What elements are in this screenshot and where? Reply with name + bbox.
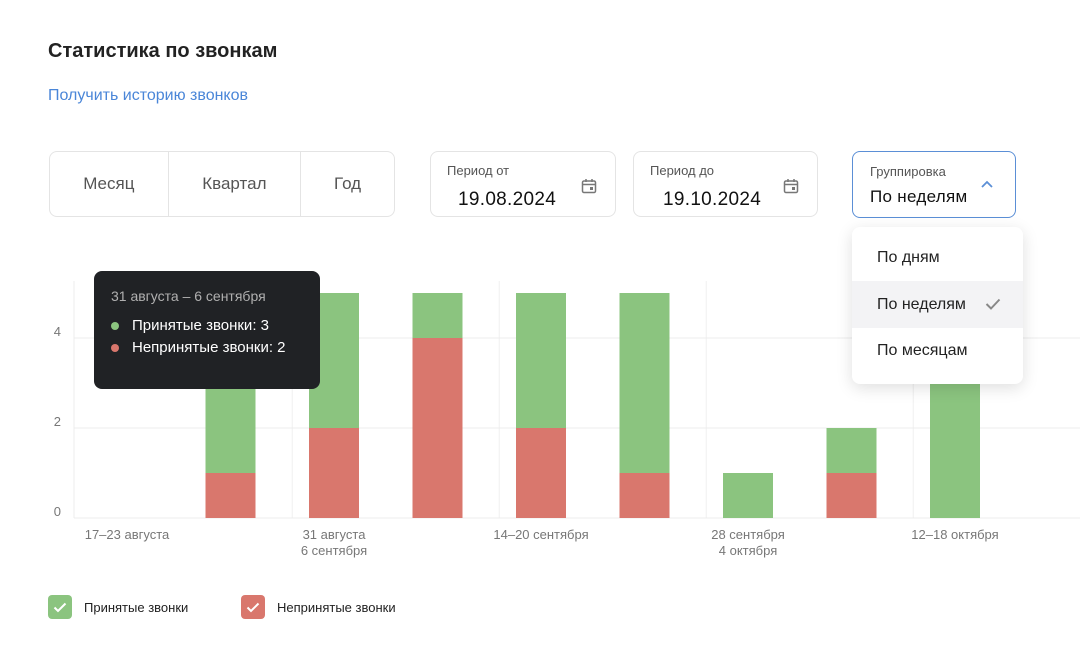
calendar-icon[interactable] (783, 178, 799, 194)
tooltip-row-missed: Непринятые звонки: 2 (111, 339, 286, 356)
x-tick-label: 28 сентября (711, 527, 785, 542)
period-segmented-control: Месяц Квартал Год (49, 151, 395, 217)
grouping-label: Группировка (870, 164, 946, 179)
period-from-value: 19.08.2024 (458, 189, 557, 210)
chevron-up-icon[interactable] (981, 180, 993, 188)
checkbox-checked-icon[interactable] (241, 595, 265, 619)
period-to-label: Период до (650, 163, 715, 178)
grouping-value: По неделям (870, 187, 968, 206)
x-tick-label: 12–18 октября (911, 527, 998, 542)
grouping-option-days[interactable]: По дням (877, 248, 940, 266)
x-tick-label: 6 сентября (301, 543, 367, 558)
x-tick-label: 14–20 сентября (493, 527, 588, 542)
bar-segment-missed (826, 473, 877, 518)
period-month-button[interactable]: Месяц (50, 152, 169, 216)
bar-segment-missed (309, 428, 359, 518)
bar-segment-accepted (412, 293, 463, 338)
grouping-option-months[interactable]: По месяцам (877, 341, 968, 359)
period-year-button[interactable]: Год (334, 174, 362, 193)
y-tick-label: 0 (54, 504, 61, 519)
chart-tooltip: 31 августа – 6 сентября Принятые звонки:… (94, 271, 320, 389)
check-icon (985, 298, 1001, 310)
bar-segment-accepted (723, 473, 773, 518)
grouping-dropdown: По дням По неделям По месяцам (852, 227, 1023, 384)
bar-segment-missed (619, 473, 670, 518)
period-to-field[interactable]: Период до 19.10.2024 (633, 151, 818, 217)
period-quarter-button[interactable]: Квартал (169, 152, 302, 216)
grouping-option-weeks[interactable]: По неделям (852, 281, 1023, 328)
calendar-icon[interactable] (581, 178, 597, 194)
call-history-link[interactable]: Получить историю звонков (48, 87, 248, 104)
legend-item-accepted[interactable]: Принятые звонки (48, 595, 188, 619)
y-tick-label: 4 (54, 324, 61, 339)
bar-segment-missed (412, 338, 463, 518)
legend-label-accepted: Принятые звонки (84, 599, 189, 615)
tooltip-title: 31 августа – 6 сентября (111, 288, 266, 304)
accepted-dot-icon (111, 321, 119, 330)
x-tick-label: 17–23 августа (85, 527, 170, 542)
bar-segment-missed (205, 473, 256, 518)
bar-segment-accepted (516, 293, 566, 428)
tooltip-row-accepted: Принятые звонки: 3 (111, 317, 269, 334)
tooltip-accepted-text: Принятые звонки: 3 (132, 317, 269, 334)
legend-label-missed: Непринятые звонки (277, 599, 396, 615)
period-to-value: 19.10.2024 (663, 189, 762, 210)
page-title: Статистика по звонкам (48, 40, 278, 62)
period-from-label: Период от (447, 163, 510, 178)
bar-segment-missed (516, 428, 566, 518)
tooltip-missed-text: Непринятые звонки: 2 (132, 339, 286, 356)
grouping-select[interactable]: Группировка По неделям (852, 151, 1016, 218)
bar-segment-accepted (619, 293, 670, 473)
grouping-option-weeks-label: По неделям (877, 295, 966, 313)
legend-item-missed[interactable]: Непринятые звонки (241, 595, 396, 619)
x-tick-label: 31 августа (303, 527, 367, 542)
period-from-field[interactable]: Период от 19.08.2024 (430, 151, 616, 217)
x-tick-label: 4 октября (719, 543, 777, 558)
y-tick-label: 2 (54, 414, 61, 429)
bar-segment-accepted (826, 428, 877, 473)
checkbox-checked-icon[interactable] (48, 595, 72, 619)
missed-dot-icon (111, 343, 119, 352)
